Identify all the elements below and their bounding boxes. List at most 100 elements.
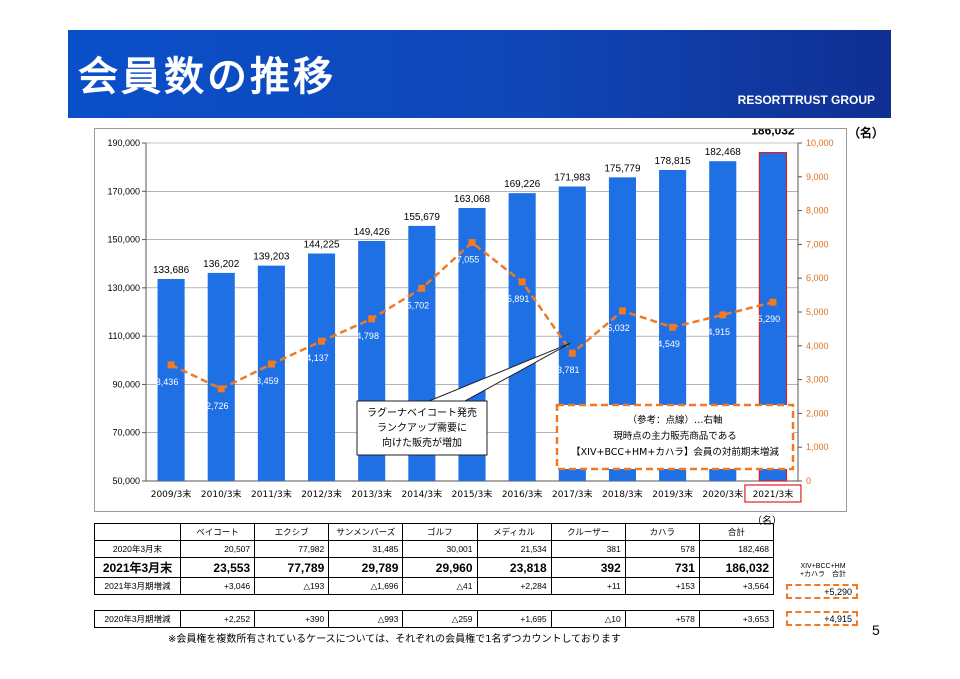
line-point bbox=[267, 360, 275, 368]
left-tick-label: 110,000 bbox=[108, 331, 140, 341]
left-tick-label: 90,000 bbox=[112, 379, 140, 389]
table-cell: エクシブ bbox=[254, 523, 330, 541]
table-cell: +578 bbox=[624, 610, 700, 628]
table-cell: 29,789 bbox=[328, 557, 404, 578]
table-cell: 合計 bbox=[698, 523, 775, 541]
note-text: （参考：点線）…右軸 bbox=[627, 414, 722, 426]
bar-value-label: 133,686 bbox=[153, 265, 190, 276]
callout-box bbox=[356, 400, 488, 456]
table-cell: 23,818 bbox=[476, 557, 552, 578]
right-tick-label: 10,000 bbox=[806, 138, 834, 148]
table-cell: ベイコート bbox=[179, 523, 256, 541]
right-tick-label: 3,000 bbox=[806, 375, 829, 385]
category-label: 2017/3末 bbox=[552, 488, 593, 500]
bar bbox=[307, 253, 336, 481]
line-value-label: 4,798 bbox=[356, 331, 379, 341]
left-tick-label: 170,000 bbox=[107, 186, 140, 196]
table-cell: 29,960 bbox=[402, 557, 478, 578]
table-cell: カハラ bbox=[624, 523, 700, 541]
right-tick-label: 5,000 bbox=[806, 307, 829, 317]
left-tick-label: 130,000 bbox=[107, 283, 140, 293]
category-label: 2018/3末 bbox=[602, 488, 643, 500]
title-banner: 会員数の推移 RESORTTRUST GROUP bbox=[68, 30, 891, 118]
prev-year-table: 2020年3月期増減 +2,252 +390 △993 △259 +1,695 △10 +57… bbox=[94, 610, 775, 628]
line-value-label: 4,915 bbox=[708, 327, 731, 337]
line-point bbox=[719, 311, 727, 319]
category-label: 2010/3末 bbox=[201, 488, 242, 500]
category-label: 2020/3末 bbox=[702, 488, 743, 500]
bar bbox=[508, 193, 536, 482]
side-label-line1: XIV+BCC+HM bbox=[800, 563, 846, 570]
line-value-label: 5,891 bbox=[507, 294, 530, 304]
category-label: 2011/3末 bbox=[251, 488, 292, 500]
side-value-2020: +4,915 bbox=[786, 611, 858, 626]
right-tick-label: 4,000 bbox=[806, 341, 829, 351]
unit-label: （名） bbox=[848, 126, 885, 140]
bar bbox=[157, 278, 185, 481]
bar-value-label: 169,226 bbox=[504, 179, 541, 190]
bar-value-label: 186,032 bbox=[751, 129, 795, 138]
table-cell: +3,653 bbox=[698, 610, 775, 628]
line-point bbox=[769, 298, 777, 306]
table-cell: 77,789 bbox=[254, 557, 330, 578]
row-label bbox=[94, 523, 181, 541]
line-value-label: 4,549 bbox=[657, 339, 680, 349]
table-row: 2021年3月期増減 +3,046 △193 △1,696 △41 +2,284 +11 +1… bbox=[94, 577, 775, 595]
left-tick-label: 50,000 bbox=[112, 476, 140, 486]
table-cell: +11 bbox=[550, 577, 626, 595]
group-name: RESORTTRUST GROUP bbox=[737, 93, 875, 107]
right-tick-label: 1,000 bbox=[806, 442, 829, 452]
line-point bbox=[669, 323, 677, 331]
callout-pointer bbox=[428, 342, 571, 402]
line-point bbox=[318, 337, 326, 345]
line-value-label: 3,781 bbox=[557, 365, 580, 375]
table-row: 2021年3月末 23,553 77,789 29,789 29,960 23,818 39… bbox=[94, 557, 775, 578]
table-cell: サンメンバーズ bbox=[328, 523, 404, 541]
bar-value-label: 182,468 bbox=[705, 147, 742, 158]
highlight-box bbox=[744, 484, 802, 503]
table-cell: 186,032 bbox=[698, 557, 775, 578]
bar-value-label: 139,203 bbox=[253, 252, 290, 263]
row-label: 2021年3月期増減 bbox=[94, 577, 181, 595]
footnote: ※会員権を複数所有されているケースについては、それぞれの会員権で1名ずつカウント… bbox=[168, 634, 621, 645]
line-point bbox=[568, 349, 576, 357]
callout-text: 向けた販売が増加 bbox=[382, 436, 462, 449]
bar-value-label: 149,426 bbox=[354, 227, 391, 238]
right-tick-label: 6,000 bbox=[806, 273, 829, 283]
table-row: 2020年3月期増減 +2,252 +390 △993 △259 +1,695 △10 +57… bbox=[94, 610, 775, 628]
note-text: 現時点の主力販売商品である bbox=[613, 430, 736, 442]
table-cell: 731 bbox=[624, 557, 700, 578]
note-text: 【XIV+BCC+HM+カハラ】会員の対前期末増減 bbox=[571, 446, 779, 458]
bar-value-label: 163,068 bbox=[454, 194, 491, 205]
bar-value-label: 171,983 bbox=[554, 172, 591, 183]
table-cell: △193 bbox=[254, 577, 330, 595]
table-cell: ゴルフ bbox=[402, 523, 478, 541]
table-cell: +153 bbox=[624, 577, 700, 595]
row-label: 2020年3月期増減 bbox=[94, 610, 181, 628]
table-cell: 21,534 bbox=[476, 540, 552, 558]
bar-value-label: 144,225 bbox=[303, 240, 340, 251]
member-table: ベイコート エクシブ サンメンバーズ ゴルフ メディカル クルーザー カハラ 合計 2020年3… bbox=[94, 523, 775, 595]
table-cell: +390 bbox=[254, 610, 330, 628]
table-row: 2020年3月末 20,507 77,982 31,485 30,001 21,534 38… bbox=[94, 540, 775, 558]
bar-value-label: 155,679 bbox=[404, 212, 441, 223]
table-cell: クルーザー bbox=[550, 523, 626, 541]
bar-value-label: 178,815 bbox=[655, 156, 692, 167]
bar bbox=[207, 272, 235, 481]
table-cell: +3,564 bbox=[698, 577, 775, 595]
table-cell: 182,468 bbox=[698, 540, 775, 558]
category-label: 2016/3末 bbox=[502, 488, 543, 500]
row-label: 2021年3月末 bbox=[94, 557, 181, 578]
bar bbox=[257, 265, 285, 481]
category-label: 2013/3末 bbox=[351, 488, 392, 500]
right-tick-label: 9,000 bbox=[806, 172, 829, 182]
table-unit-label: （名） bbox=[752, 516, 782, 527]
left-tick-label: 150,000 bbox=[107, 235, 140, 245]
left-tick-label: 70,000 bbox=[112, 428, 140, 438]
line-point bbox=[618, 307, 626, 315]
line-point bbox=[167, 361, 175, 369]
line-point bbox=[468, 239, 476, 247]
category-label: 2015/3末 bbox=[452, 488, 493, 500]
right-tick-label: 2,000 bbox=[806, 408, 829, 418]
line-point bbox=[217, 385, 225, 393]
